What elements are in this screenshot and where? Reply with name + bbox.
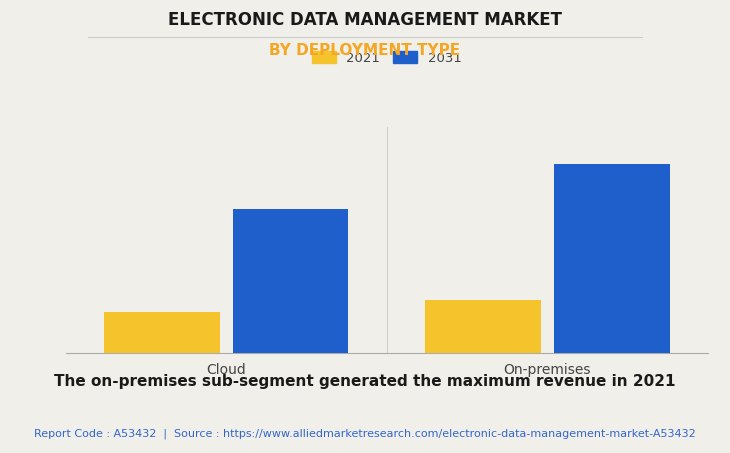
Bar — [104, 312, 220, 353]
Text: The on-premises sub-segment generated the maximum revenue in 2021: The on-premises sub-segment generated th… — [54, 374, 676, 389]
Text: BY DEPLOYMENT TYPE: BY DEPLOYMENT TYPE — [269, 43, 461, 58]
Text: Report Code : A53432  |  Source : https://www.alliedmarketresearch.com/electroni: Report Code : A53432 | Source : https://… — [34, 428, 696, 439]
Bar — [233, 209, 348, 353]
Legend: 2021, 2031: 2021, 2031 — [308, 48, 466, 69]
Text: ELECTRONIC DATA MANAGEMENT MARKET: ELECTRONIC DATA MANAGEMENT MARKET — [168, 11, 562, 29]
Bar — [554, 164, 669, 353]
Bar — [426, 300, 541, 353]
